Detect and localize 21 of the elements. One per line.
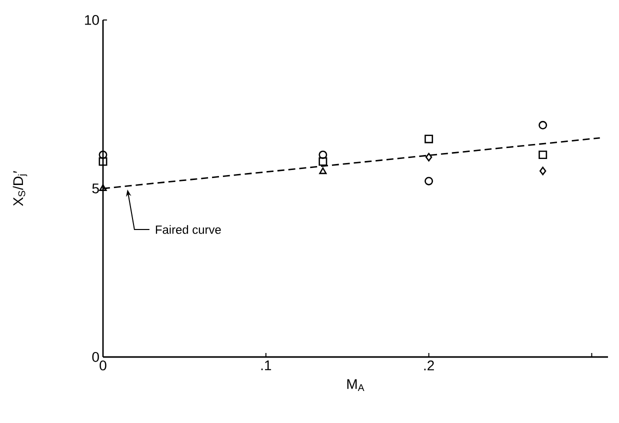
point (99, 184, 107, 191)
annotation: Faired curve (156, 225, 221, 234)
point (319, 167, 327, 174)
point (424, 134, 434, 144)
x-tick-label: .1 (261, 360, 272, 370)
y-tick-label: 5 (92, 184, 99, 194)
x-tick-label: .2 (424, 360, 434, 370)
x-axis-title: M$_{A}$ (347, 379, 364, 391)
point (98, 157, 108, 166)
point (424, 176, 434, 186)
y-tick-label: 10 (85, 15, 99, 25)
point (318, 150, 328, 160)
point (538, 150, 548, 160)
point (538, 120, 548, 130)
x-tick-label: 0 (100, 360, 106, 370)
point (98, 150, 108, 160)
y-tick-label: 0 (92, 352, 99, 362)
y-axis-title: X$_{S}$/D$_{j}$′ (12, 171, 28, 206)
point (540, 166, 546, 176)
point (425, 152, 432, 162)
point (318, 157, 328, 166)
